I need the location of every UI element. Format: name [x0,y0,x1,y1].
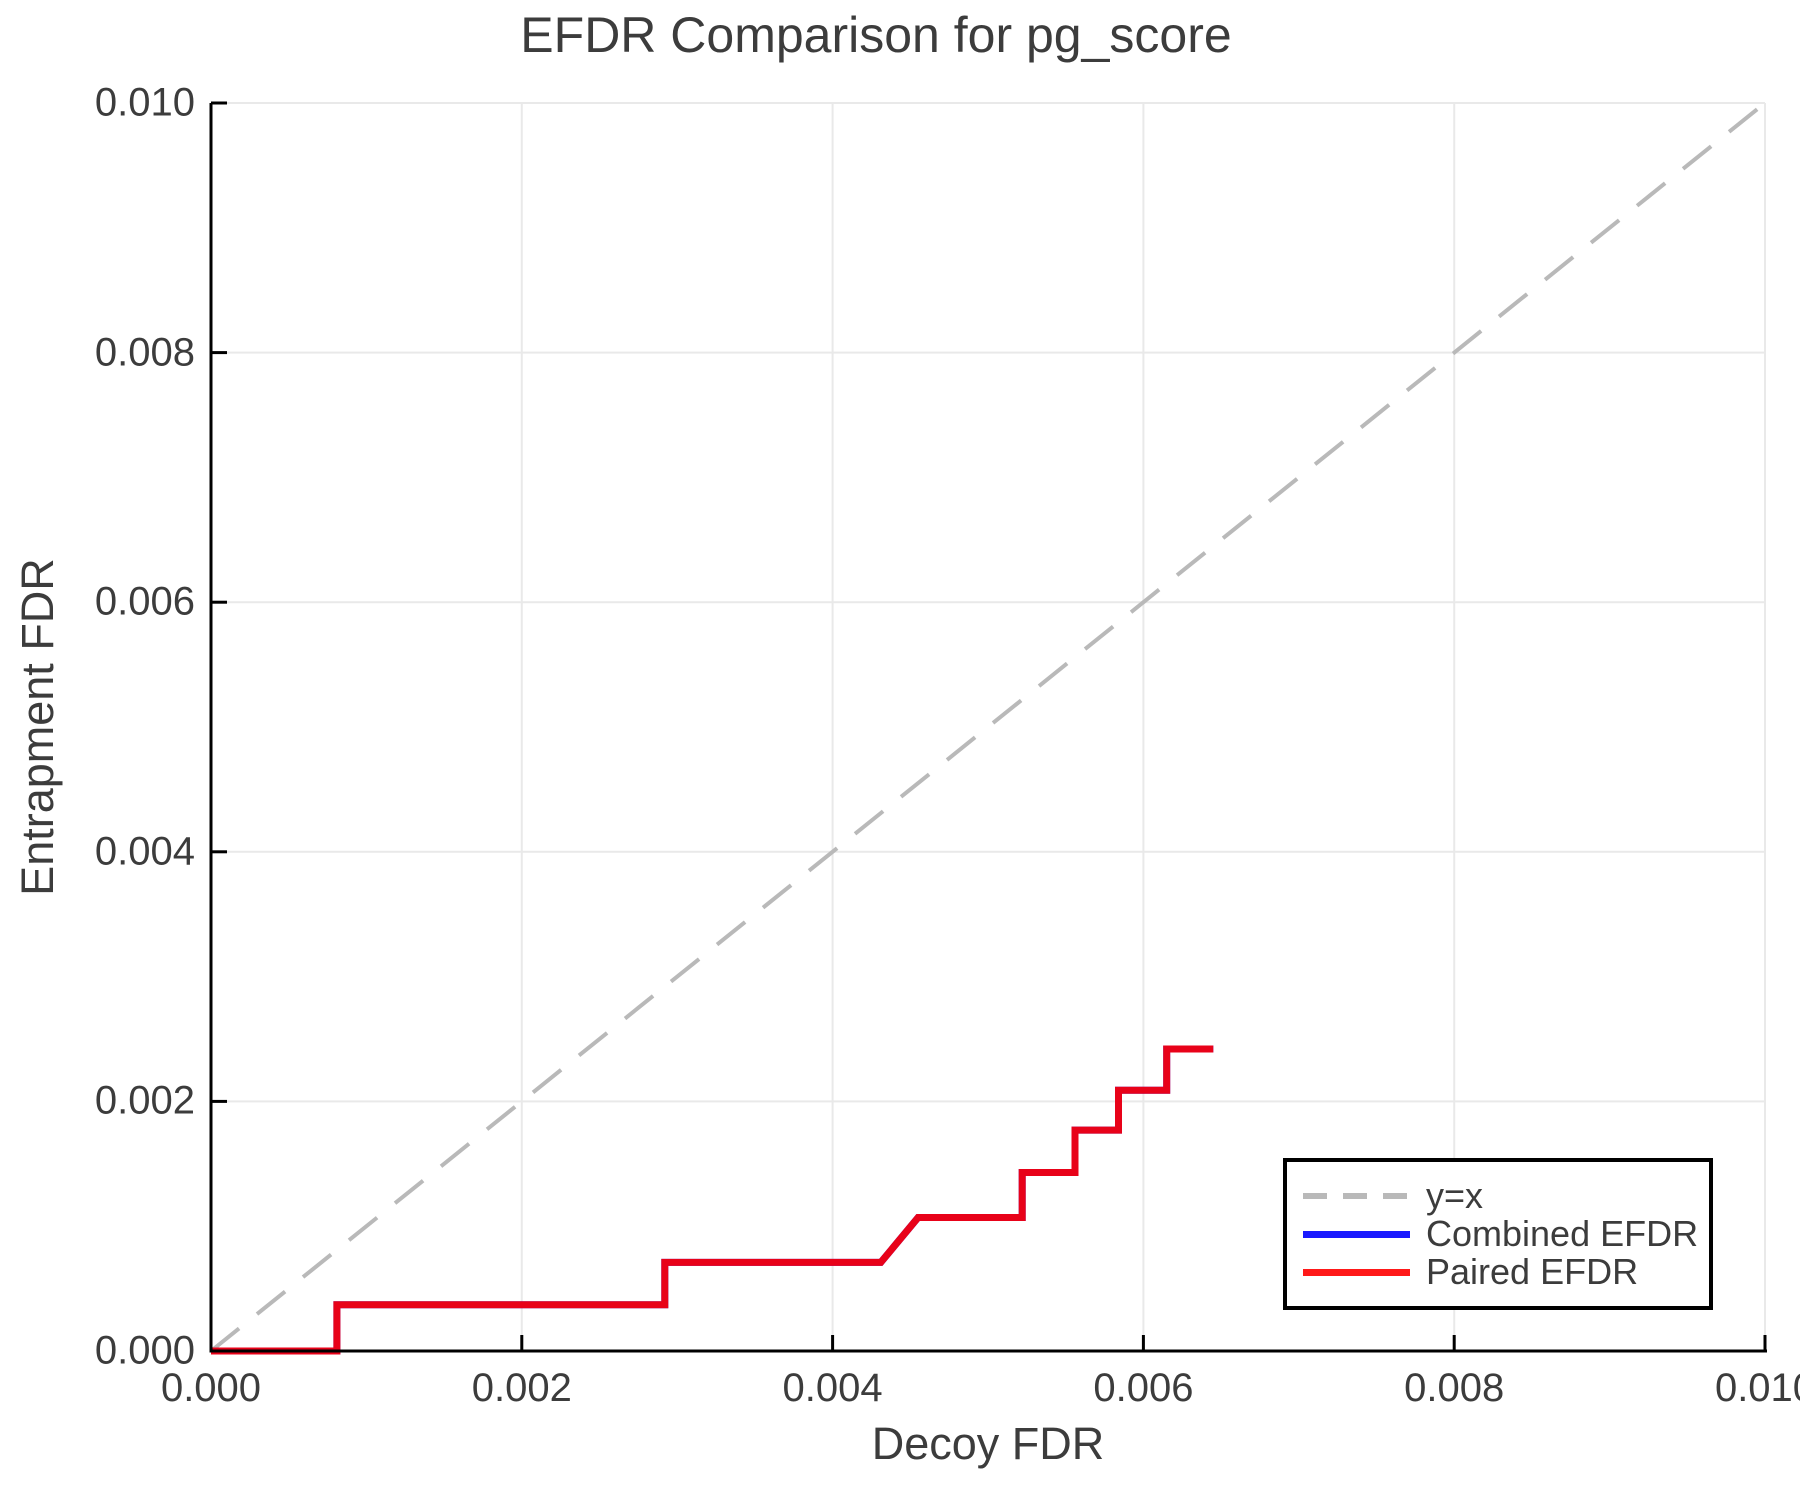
x-tick-label: 0.004 [782,1366,883,1410]
series-line-paired-efdr [211,1045,1214,1355]
legend-label: Combined EFDR [1426,1213,1699,1254]
legend: y=x Combined EFDR Paired EFDR [1283,1158,1713,1310]
y-tick-label: 0.008 [94,330,195,375]
x-axis-label: Decoy FDR [871,1418,1105,1469]
x-tick-label: 0.002 [471,1366,572,1410]
legend-item-combined-efdr: Combined EFDR [1303,1215,1709,1253]
x-tick-label: 0.006 [1093,1366,1194,1410]
series-layer [209,101,1767,1355]
legend-red-line-sample [1303,1268,1410,1276]
y-tick-label: 0.006 [94,579,195,624]
y-tick-label: 0.000 [94,1328,195,1373]
legend-item-paired-efdr: Paired EFDR [1303,1253,1709,1291]
x-tick-label: 0.010 [1714,1366,1800,1410]
legend-label: y=x [1426,1175,1484,1216]
legend-blue-line-sample [1303,1230,1410,1238]
series-line-y-x [209,101,1767,1353]
legend-item-yx: y=x [1303,1177,1709,1215]
y-tick-label: 0.004 [94,829,195,874]
chart-title: EFDR Comparison for pg_score [520,7,1232,63]
x-tick-label: 0.008 [1404,1366,1505,1410]
y-tick-label: 0.010 [94,80,195,125]
legend-dashed-line-sample [1303,1193,1410,1199]
y-tick-label: 0.002 [94,1078,195,1123]
x-tick-label: 0.000 [160,1366,262,1410]
grid-layer [211,102,1766,1351]
axes-layer [209,101,1767,1353]
y-axis-label: Entrapment FDR [12,558,63,896]
legend-label: Paired EFDR [1426,1251,1639,1292]
